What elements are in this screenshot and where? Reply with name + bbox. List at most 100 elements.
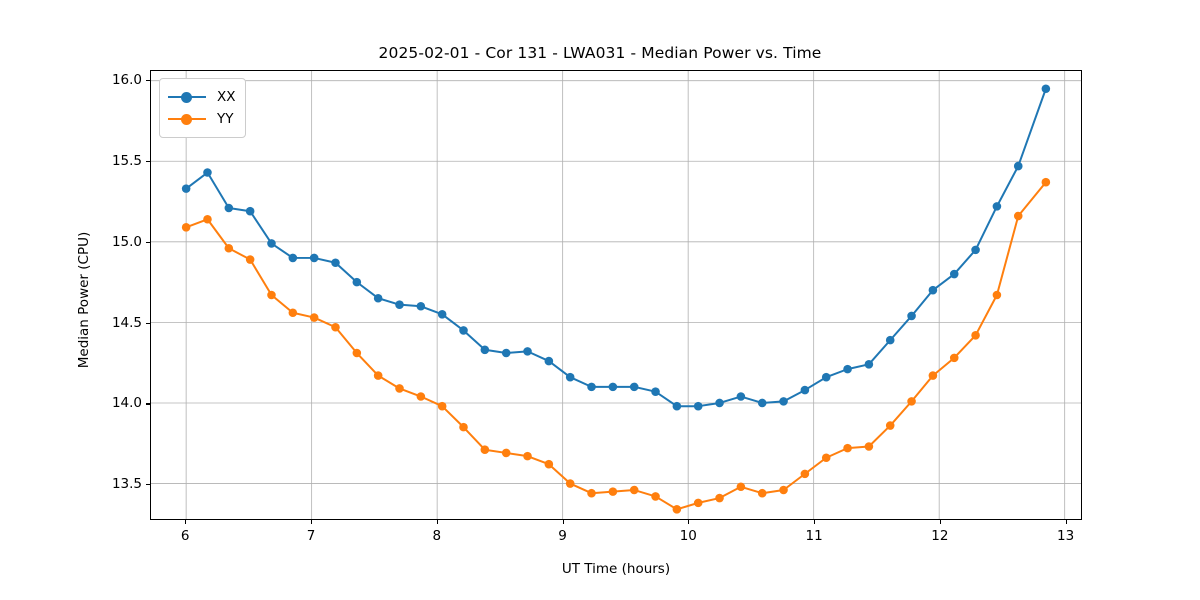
x-tick-mark [814, 520, 816, 524]
chart-title: 2025-02-01 - Cor 131 - LWA031 - Median P… [378, 44, 822, 62]
data-point [416, 301, 426, 311]
data-point [1041, 177, 1051, 187]
y-tick-label: 14.0 [111, 395, 142, 412]
x-axis-label: UT Time (hours) [561, 561, 671, 577]
data-point [523, 451, 532, 461]
legend-marker-icon [168, 90, 206, 104]
data-point [245, 255, 255, 264]
data-point [971, 245, 980, 255]
data-point [480, 345, 490, 355]
data-point [821, 372, 831, 382]
x-tick-label: 6 [180, 528, 190, 544]
data-point [757, 398, 767, 408]
data-point [800, 385, 810, 395]
x-tick-mark [562, 520, 564, 524]
data-point [544, 459, 554, 469]
data-point [587, 382, 596, 392]
data-point [821, 453, 831, 463]
data-point [416, 392, 426, 401]
data-point [203, 168, 212, 177]
data-point [224, 243, 234, 253]
data-point [907, 397, 916, 406]
data-point [352, 277, 362, 287]
data-point [565, 372, 575, 382]
data-point [459, 422, 468, 432]
data-point [971, 331, 980, 340]
data-point [501, 348, 511, 358]
data-point [203, 214, 212, 224]
data-point [331, 258, 340, 268]
y-tick-mark [146, 160, 150, 162]
data-point [565, 479, 575, 488]
plot-area [150, 70, 1082, 520]
series-yy [181, 177, 1051, 514]
data-point [843, 364, 852, 374]
x-tick-mark [436, 520, 438, 524]
data-point [928, 371, 938, 380]
y-tick-mark [146, 241, 150, 243]
data-point [1013, 161, 1023, 171]
series-xx [181, 84, 1051, 411]
data-point [864, 360, 874, 369]
legend-label: YY [217, 111, 234, 127]
y-tick-mark [146, 79, 150, 81]
legend-label: XX [217, 89, 236, 105]
y-tick-label: 14.5 [111, 314, 142, 331]
data-point [501, 448, 511, 458]
data-point [928, 285, 938, 295]
data-point [437, 310, 447, 319]
data-point [288, 253, 298, 263]
data-point [779, 485, 788, 495]
data-point [736, 482, 746, 492]
data-point [309, 313, 319, 322]
x-tick-mark [310, 520, 313, 524]
data-point [587, 488, 596, 498]
data-point [651, 492, 660, 501]
data-point [544, 356, 554, 366]
data-series-layer [181, 84, 1051, 514]
data-point [245, 206, 255, 216]
y-tick-mark [146, 403, 150, 405]
data-point [437, 401, 447, 411]
data-point [608, 487, 618, 496]
data-point [864, 442, 874, 451]
data-point [373, 293, 383, 303]
legend-item-yy: YY [168, 108, 236, 130]
data-point [693, 401, 703, 411]
data-point [992, 202, 1002, 211]
x-tick-label: 9 [558, 528, 567, 544]
data-point [395, 300, 404, 309]
chart-legend: XX YY [159, 78, 246, 138]
data-point [267, 239, 276, 248]
data-point [651, 387, 660, 396]
data-point [715, 493, 724, 503]
data-point [800, 469, 810, 479]
legend-item-xx: XX [168, 86, 236, 108]
data-point [352, 348, 362, 358]
data-point [992, 290, 1002, 300]
x-tick-label: 7 [306, 528, 316, 544]
y-tick-mark [146, 484, 150, 486]
series-line [185, 181, 1047, 511]
data-point [331, 322, 340, 332]
data-point [779, 397, 788, 406]
x-tick-mark [185, 520, 187, 524]
data-point [693, 498, 703, 508]
data-point [672, 505, 682, 514]
data-point [373, 371, 383, 380]
series-line [185, 87, 1047, 408]
data-point [523, 347, 532, 356]
x-tick-label: 13 [1057, 528, 1075, 544]
data-point [267, 290, 276, 300]
data-point [715, 398, 724, 408]
data-point [672, 401, 682, 411]
data-point [949, 269, 959, 279]
data-point [181, 223, 191, 232]
data-point [736, 392, 746, 401]
data-point [907, 311, 916, 321]
y-tick-label: 15.0 [111, 233, 142, 250]
x-tick-label: 11 [805, 528, 823, 544]
x-tick-mark [1065, 520, 1067, 524]
x-tick-mark [688, 520, 690, 524]
